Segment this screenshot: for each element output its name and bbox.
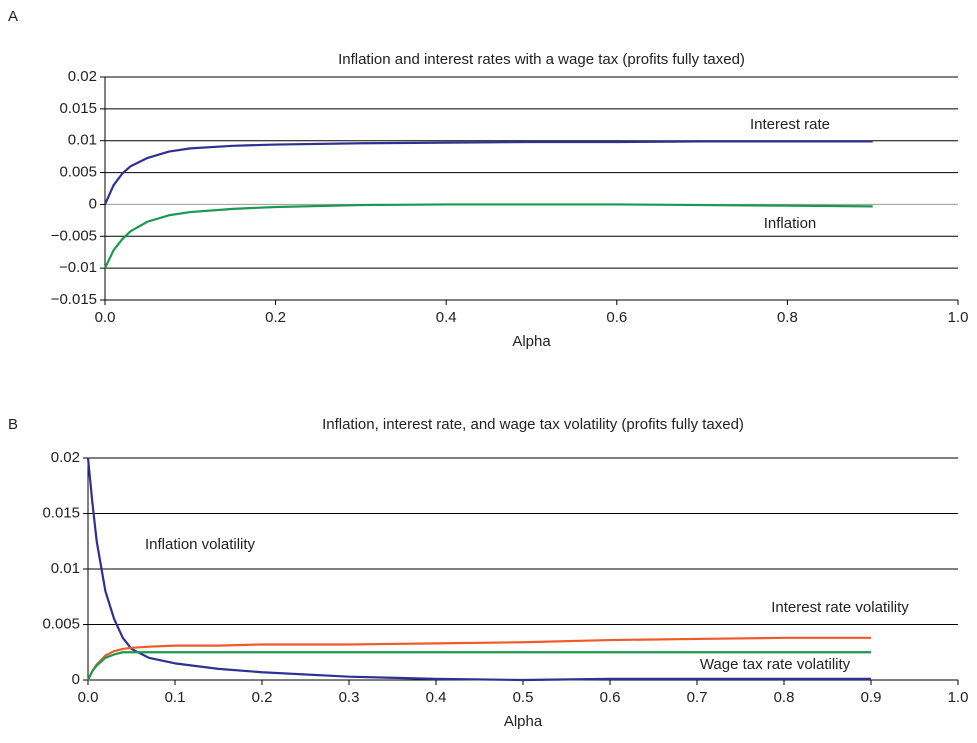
x-tick-label: 0.6	[600, 689, 621, 706]
x-tick-label: 0.4	[436, 309, 457, 326]
y-tick-label: −0.015	[51, 291, 97, 308]
x-tick-label: 0.5	[513, 689, 534, 706]
x-tick-label: 0.8	[777, 309, 798, 326]
y-tick-label: 0.02	[68, 68, 97, 85]
x-tick-label: 0.2	[265, 309, 286, 326]
panel-label: B	[8, 416, 18, 433]
x-tick-label: 0.4	[426, 689, 447, 706]
series-label: Inflation volatility	[145, 536, 256, 553]
y-tick-label: 0.015	[42, 504, 80, 521]
series-label: Inflation	[764, 215, 817, 232]
chart-title: Inflation and interest rates with a wage…	[338, 51, 745, 68]
x-tick-label: 0.0	[95, 309, 116, 326]
x-tick-label: 0.9	[861, 689, 882, 706]
series-label: Wage tax rate volatility	[700, 656, 851, 673]
x-tick-label: 1.0	[948, 689, 969, 706]
x-tick-label: 0.6	[606, 309, 627, 326]
y-tick-label: 0.02	[51, 449, 80, 466]
y-tick-label: 0.005	[59, 164, 97, 181]
series-line	[87, 651, 871, 681]
series-line	[103, 140, 873, 205]
panel-label: A	[8, 8, 18, 25]
y-tick-label: −0.005	[51, 227, 97, 244]
series-line	[87, 636, 871, 681]
x-tick-label: 0.7	[687, 689, 708, 706]
y-tick-label: 0.01	[51, 560, 80, 577]
y-tick-label: −0.01	[59, 259, 97, 276]
y-tick-label: 0	[89, 195, 97, 212]
x-tick-label: 0.8	[774, 689, 795, 706]
series-line	[86, 457, 871, 682]
x-tick-label: 0.0	[78, 689, 99, 706]
chart-title: Inflation, interest rate, and wage tax v…	[322, 416, 744, 433]
series-line	[104, 203, 873, 269]
y-tick-label: 0	[72, 671, 80, 688]
y-tick-label: 0.015	[59, 100, 97, 117]
x-tick-label: 1.0	[948, 309, 969, 326]
x-axis-label: Alpha	[512, 333, 551, 350]
series-label: Interest rate	[750, 116, 830, 133]
y-tick-label: 0.005	[42, 615, 80, 632]
series-label: Interest rate volatility	[771, 599, 909, 616]
x-tick-label: 0.2	[252, 689, 273, 706]
x-tick-label: 0.1	[165, 689, 186, 706]
x-tick-label: 0.3	[339, 689, 360, 706]
x-axis-label: Alpha	[504, 713, 543, 730]
y-tick-label: 0.01	[68, 132, 97, 149]
